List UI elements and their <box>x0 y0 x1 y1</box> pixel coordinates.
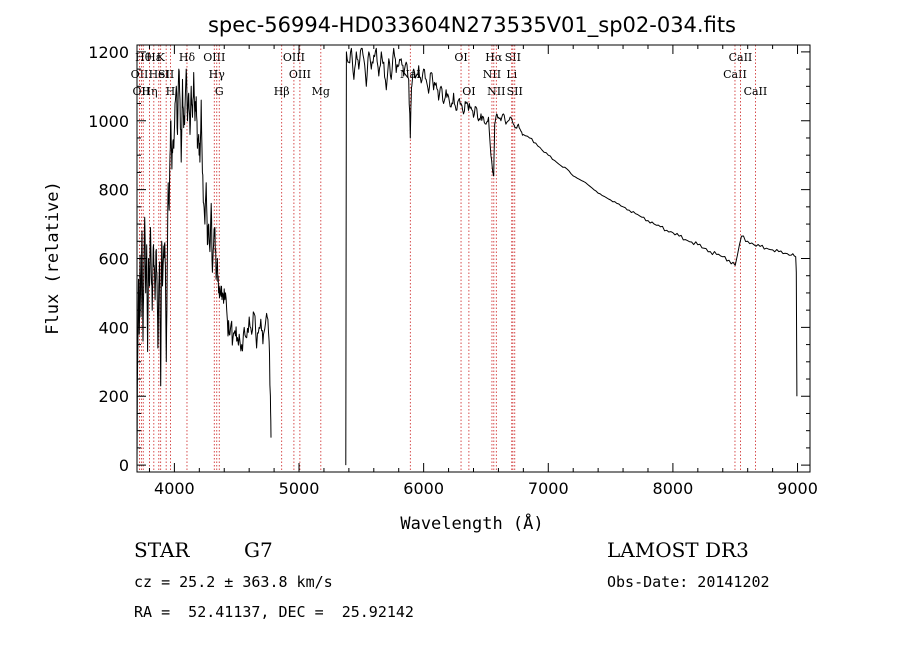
y-tick-label: 200 <box>98 387 129 406</box>
line-marker-label: SII <box>505 51 521 64</box>
line-marker-label: HeI <box>149 68 169 81</box>
y-tick-label: 400 <box>98 318 129 337</box>
line-marker-label: Hβ <box>274 85 290 98</box>
line-marker-label: Hδ <box>179 51 196 64</box>
survey-name: LAMOST DR3 <box>607 538 749 562</box>
line-marker-label: OI <box>462 85 475 98</box>
object-subclass: G7 <box>244 538 273 562</box>
line-marker-label: OIII <box>283 51 305 64</box>
line-marker-label: Hε <box>146 51 162 64</box>
plot-frame <box>136 44 811 473</box>
line-marker-label: CaII <box>744 85 768 98</box>
x-tick-label: 5000 <box>279 479 320 498</box>
x-tick-label: 9000 <box>777 479 818 498</box>
y-tick-label: 1200 <box>88 43 129 62</box>
line-marker-label: Hθ <box>135 51 152 64</box>
line-marker-label: Mg <box>312 85 330 98</box>
line-marker-label: Hγ <box>209 68 226 81</box>
observation-date: Obs-Date: 20141202 <box>607 573 770 591</box>
spectrum-line <box>136 68 272 466</box>
series-layer <box>136 47 798 466</box>
y-tick-label: 600 <box>98 250 129 269</box>
y-tick-label: 1000 <box>88 112 129 131</box>
object-class: STAR <box>134 538 190 562</box>
line-marker-label: CaII <box>723 68 747 81</box>
tick-layer: 4000 5000 6000 7000 8000 9000 0 200 400 600 800 100… <box>88 43 818 498</box>
y-tick-label: 0 <box>119 456 129 475</box>
x-tick-label: 7000 <box>528 479 569 498</box>
redshift-velocity: cz = 25.2 ± 363.8 km/s <box>134 573 333 591</box>
line-marker-label: CaII <box>729 51 753 64</box>
line-marker-label: K <box>157 51 166 64</box>
x-axis-label: Wavelength (Å) <box>400 512 543 534</box>
line-marker-label: NII <box>483 68 501 81</box>
line-marker-label: G <box>215 85 224 98</box>
y-axis-label: Flux (relative) <box>43 181 63 335</box>
x-tick-label: 8000 <box>653 479 694 498</box>
line-marker-label: Hα <box>485 51 503 64</box>
y-tick-label: 800 <box>98 181 129 200</box>
line-marker-label: SII <box>507 85 523 98</box>
chart-title: spec-56994-HD033604N273535V01_sp02-034.f… <box>208 13 736 38</box>
line-marker-label: OII <box>131 68 149 81</box>
line-marker-label: OI <box>454 51 467 64</box>
line-marker-label: SII <box>158 68 174 81</box>
line-marker-label: OIII <box>203 51 225 64</box>
line-marker-label: Li <box>506 68 517 81</box>
line-marker-label: OIII <box>289 68 311 81</box>
x-tick-label: 4000 <box>154 479 195 498</box>
coordinates: RA = 52.41137, DEC = 25.92142 <box>134 603 414 621</box>
line-marker-label: NII <box>487 85 505 98</box>
line-marker-label: H <box>166 85 176 98</box>
x-tick-label: 6000 <box>403 479 444 498</box>
spectrum-line <box>345 47 798 466</box>
line-marker-label: Hη <box>141 85 157 98</box>
